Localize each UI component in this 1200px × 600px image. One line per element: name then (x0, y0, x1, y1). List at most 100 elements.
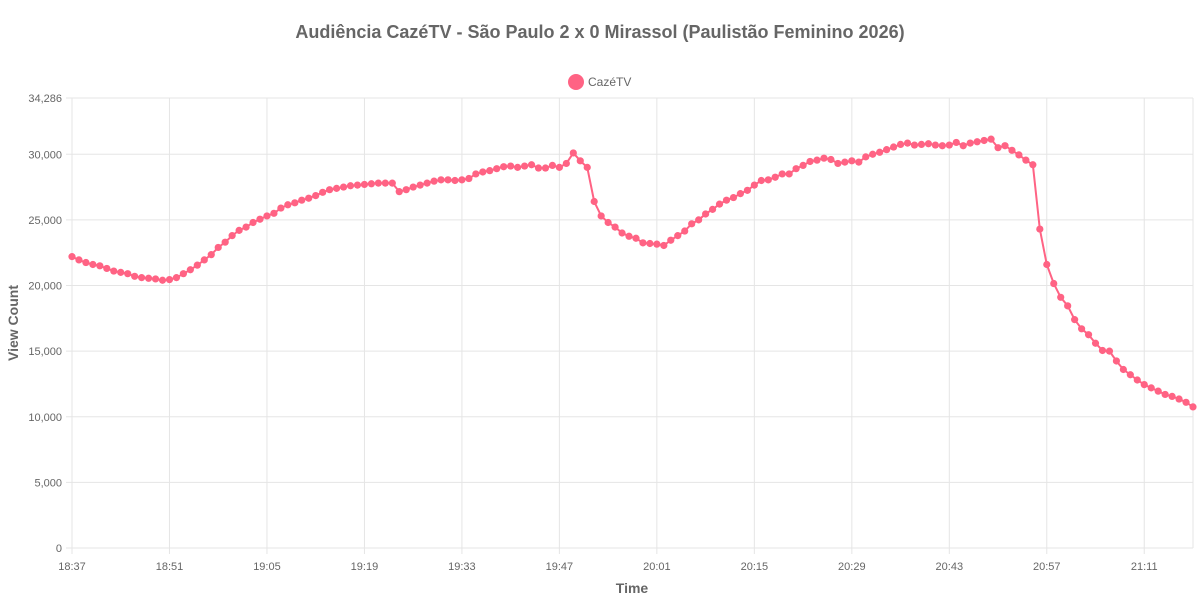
data-point[interactable] (242, 223, 250, 231)
data-point[interactable] (395, 188, 403, 196)
data-point[interactable] (270, 209, 278, 217)
data-point[interactable] (1154, 387, 1162, 395)
data-point[interactable] (1119, 365, 1127, 374)
data-point[interactable] (792, 165, 800, 173)
data-point[interactable] (235, 226, 243, 234)
data-point[interactable] (625, 232, 633, 240)
data-point[interactable] (848, 157, 856, 165)
data-point[interactable] (618, 229, 626, 237)
data-point[interactable] (945, 141, 953, 149)
data-point[interactable] (931, 141, 939, 149)
data-point[interactable] (987, 135, 995, 143)
data-point[interactable] (131, 272, 139, 280)
data-point[interactable] (646, 239, 654, 248)
data-point[interactable] (674, 232, 682, 240)
data-point[interactable] (68, 253, 76, 261)
data-point[interactable] (339, 183, 348, 191)
data-point[interactable] (555, 163, 563, 171)
data-point[interactable] (569, 149, 577, 157)
data-point[interactable] (681, 227, 689, 235)
data-point[interactable] (994, 144, 1002, 152)
data-point[interactable] (465, 174, 473, 183)
data-point[interactable] (75, 256, 83, 264)
data-point[interactable] (764, 176, 772, 184)
data-point[interactable] (117, 268, 125, 276)
data-point[interactable] (896, 140, 905, 149)
data-point[interactable] (890, 143, 898, 151)
data-point[interactable] (284, 201, 292, 209)
data-point[interactable] (722, 196, 731, 204)
data-point[interactable] (883, 146, 891, 154)
data-point[interactable] (785, 170, 793, 178)
data-point[interactable] (604, 218, 612, 227)
data-point[interactable] (653, 240, 661, 248)
data-point[interactable] (360, 180, 369, 189)
data-point[interactable] (813, 156, 821, 164)
data-point[interactable] (312, 192, 320, 200)
data-point[interactable] (590, 197, 598, 206)
data-point[interactable] (402, 186, 410, 194)
data-point[interactable] (708, 205, 717, 213)
data-point[interactable] (1084, 331, 1093, 339)
data-point[interactable] (444, 176, 452, 184)
data-point[interactable] (1078, 325, 1086, 333)
data-point[interactable] (980, 136, 988, 145)
data-point[interactable] (973, 138, 981, 146)
data-point[interactable] (409, 183, 417, 191)
data-point[interactable] (1043, 260, 1051, 269)
data-point[interactable] (451, 176, 459, 185)
data-point[interactable] (903, 139, 912, 147)
data-point[interactable] (486, 167, 494, 175)
data-point[interactable] (346, 182, 355, 190)
data-point[interactable] (277, 204, 285, 212)
data-point[interactable] (702, 210, 710, 218)
data-point[interactable] (151, 275, 160, 283)
data-point[interactable] (688, 220, 696, 228)
data-point[interactable] (437, 176, 445, 184)
data-point[interactable] (952, 138, 960, 147)
data-point[interactable] (493, 165, 501, 173)
data-point[interactable] (1147, 384, 1155, 392)
data-point[interactable] (1050, 279, 1058, 288)
data-point[interactable] (750, 181, 758, 189)
data-point[interactable] (966, 139, 974, 147)
data-point[interactable] (869, 150, 877, 158)
data-point[interactable] (110, 267, 118, 275)
data-point[interactable] (249, 218, 257, 227)
data-point[interactable] (124, 270, 132, 278)
data-point[interactable] (1071, 316, 1079, 324)
data-point[interactable] (89, 260, 97, 269)
data-point[interactable] (186, 266, 194, 274)
data-point[interactable] (374, 179, 382, 187)
data-point[interactable] (1133, 376, 1141, 384)
data-point[interactable] (172, 274, 181, 282)
data-point[interactable] (381, 179, 389, 187)
data-point[interactable] (834, 159, 842, 168)
data-point[interactable] (541, 164, 550, 172)
data-point[interactable] (597, 212, 605, 220)
data-point[interactable] (1008, 146, 1016, 154)
data-point[interactable] (862, 153, 870, 161)
data-point[interactable] (430, 177, 438, 185)
data-point[interactable] (214, 243, 222, 252)
data-point[interactable] (534, 164, 543, 172)
data-point[interactable] (1126, 371, 1134, 379)
data-point[interactable] (757, 176, 765, 185)
data-point[interactable] (632, 234, 640, 242)
data-point[interactable] (319, 188, 327, 196)
data-point[interactable] (256, 215, 264, 223)
data-point[interactable] (562, 159, 570, 168)
data-point[interactable] (917, 140, 926, 149)
data-point[interactable] (479, 168, 487, 176)
data-point[interactable] (332, 184, 341, 192)
data-point[interactable] (576, 157, 584, 165)
data-point[interactable] (388, 179, 396, 187)
data-point[interactable] (1175, 395, 1183, 403)
data-point[interactable] (736, 190, 745, 198)
data-point[interactable] (1001, 142, 1009, 150)
data-point[interactable] (1098, 346, 1107, 355)
data-point[interactable] (228, 232, 236, 240)
data-point[interactable] (729, 193, 738, 202)
data-point[interactable] (855, 158, 863, 166)
data-point[interactable] (326, 186, 334, 194)
